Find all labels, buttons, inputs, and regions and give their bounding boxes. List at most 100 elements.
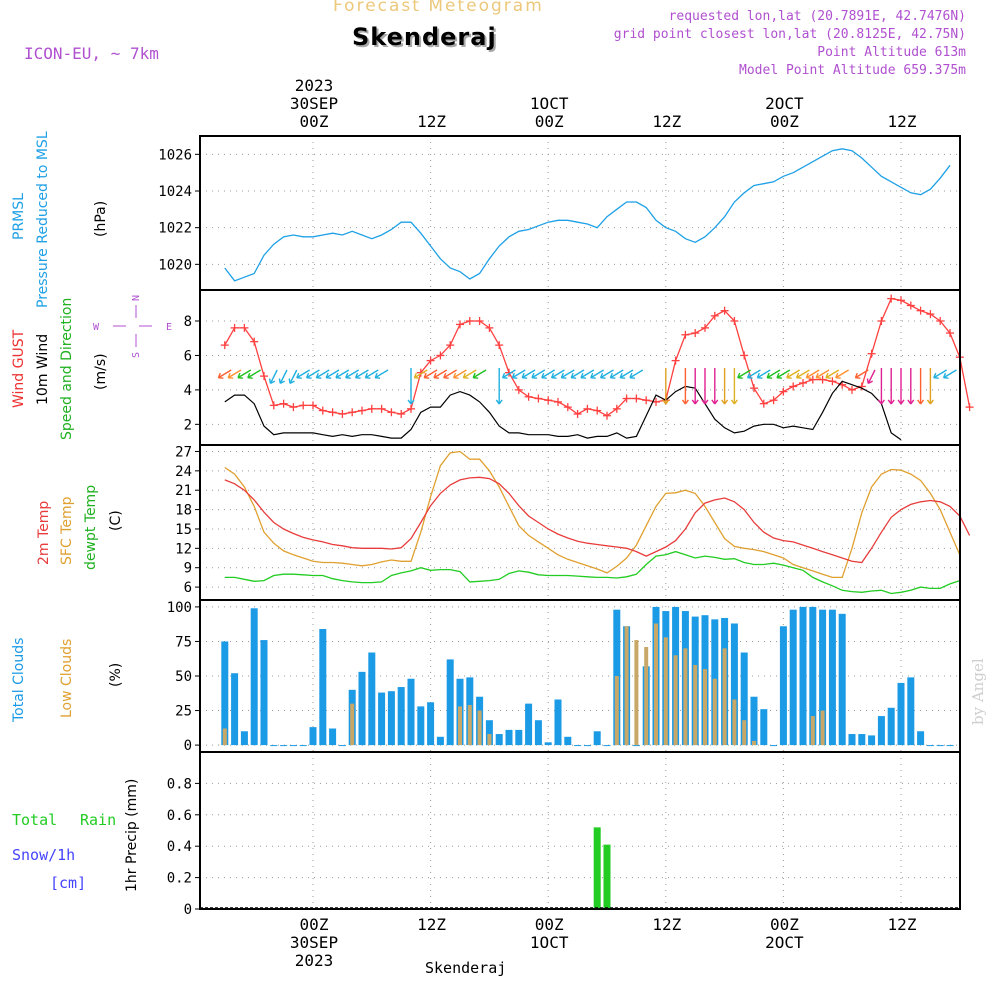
total-cloud-bar bbox=[329, 728, 337, 746]
wind-arrow bbox=[512, 369, 526, 379]
wind-arrow-head bbox=[825, 372, 832, 379]
cloud-label-low: Low Clouds bbox=[59, 639, 75, 718]
total-cloud-bar bbox=[231, 673, 239, 746]
y-tick-label: 1026 bbox=[158, 147, 192, 163]
wind-arrow bbox=[757, 369, 771, 379]
wind-arrow-head bbox=[629, 372, 636, 379]
wind-arrow-head bbox=[580, 372, 587, 379]
grid-point: grid point closest lon,lat (20.8125E, 42… bbox=[613, 27, 966, 42]
compass-e: E bbox=[166, 322, 172, 333]
wind-arrow bbox=[561, 369, 575, 379]
total-cloud-bar bbox=[319, 629, 327, 746]
wind-arrow-head bbox=[917, 399, 925, 405]
requested-point: requested lon,lat (20.7891E, 42.7476N) bbox=[668, 9, 966, 24]
wind-arrow-head bbox=[681, 399, 689, 405]
wind-arrow bbox=[269, 369, 278, 384]
low-cloud-bar bbox=[634, 640, 639, 746]
y-tick-label: 0.2 bbox=[167, 871, 192, 887]
wind-arrow bbox=[345, 369, 359, 379]
total-cloud-bar bbox=[485, 720, 493, 746]
total-cloud-bar bbox=[368, 652, 376, 746]
time-label-bottom: 00Z bbox=[535, 915, 564, 934]
wind-arrow-head bbox=[268, 378, 276, 385]
total-cloud-bar bbox=[515, 729, 523, 746]
wind-arrow-head bbox=[701, 399, 709, 405]
wind-arrow-head bbox=[662, 399, 670, 405]
low-cloud-bar bbox=[663, 637, 668, 746]
compass-w: W bbox=[93, 322, 100, 333]
wind-arrow-head bbox=[877, 399, 885, 405]
wind-arrow-head bbox=[942, 372, 949, 379]
low-cloud-bar bbox=[467, 705, 472, 746]
total-cloud-bar bbox=[240, 731, 248, 746]
wind-arrow bbox=[747, 369, 761, 379]
time-label-bottom: 12Z bbox=[888, 915, 917, 934]
wind-arrow-head bbox=[247, 372, 253, 379]
total-cloud-bar bbox=[789, 609, 797, 746]
wind-arrow-head bbox=[335, 372, 342, 379]
y-tick-label: 50 bbox=[175, 669, 192, 685]
wind-arrow-head bbox=[501, 372, 508, 379]
y-tick-label: 4 bbox=[184, 383, 192, 399]
y-tick-label: 9 bbox=[184, 561, 192, 577]
wind-arrow-head bbox=[433, 372, 440, 379]
wind-arrow-head bbox=[887, 399, 895, 405]
wind-arrow bbox=[570, 369, 585, 379]
wind-arrow bbox=[531, 369, 546, 379]
panel-frame-0 bbox=[199, 135, 961, 291]
y-tick-label: 6 bbox=[184, 348, 192, 364]
low-cloud-bar bbox=[742, 720, 747, 746]
time-label-top: 12Z bbox=[888, 112, 917, 131]
wind-arrow-head bbox=[288, 378, 295, 385]
total-cloud-bar bbox=[554, 699, 562, 746]
wind-arrow-head bbox=[570, 372, 577, 379]
wind-arrow-head bbox=[237, 372, 244, 379]
pressure-label-prmsl: PRMSL bbox=[11, 193, 27, 240]
wind-arrow bbox=[600, 369, 614, 379]
y-tick-label: 25 bbox=[175, 704, 192, 720]
wind-arrow bbox=[414, 369, 428, 379]
wind-arrow bbox=[786, 369, 800, 379]
wind-arrow bbox=[835, 369, 849, 379]
total-cloud-bar bbox=[603, 745, 611, 747]
low-cloud-bar bbox=[712, 678, 717, 746]
low-cloud-bar bbox=[222, 728, 227, 746]
total-cloud-bar bbox=[260, 640, 268, 746]
low-cloud-bar bbox=[683, 648, 688, 746]
wind-arrow-head bbox=[590, 372, 596, 379]
wind-arrow-head bbox=[795, 372, 802, 379]
low-cloud-bar bbox=[722, 648, 727, 746]
y-tick-label: 6 bbox=[184, 580, 192, 596]
y-tick-label: 0.8 bbox=[167, 776, 192, 792]
total-cloud-bar bbox=[221, 641, 229, 746]
temp-label-dewpt: dewpt Temp bbox=[83, 485, 99, 570]
total-cloud-bar bbox=[926, 745, 934, 747]
total-cloud-bar bbox=[858, 734, 866, 746]
wind-arrow bbox=[218, 369, 232, 379]
model-label: ICON-EU, ~ 7km bbox=[24, 44, 159, 63]
wind-arrow-head bbox=[531, 372, 538, 379]
time-label-top: 2023 bbox=[295, 76, 334, 95]
wind-arrow bbox=[737, 369, 751, 379]
point-altitude: Point Altitude 613m bbox=[817, 45, 966, 60]
wind-arrow-head bbox=[374, 372, 381, 379]
total-cloud-bar bbox=[436, 736, 444, 746]
wind-arrow-head bbox=[926, 399, 934, 405]
wind-arrow-head bbox=[897, 399, 905, 405]
wind-arrow-head bbox=[766, 372, 773, 379]
rain-bar bbox=[603, 844, 611, 909]
time-label-bottom: 30SEP bbox=[290, 933, 338, 952]
wind-arrow-head bbox=[472, 372, 479, 379]
wind-arrow bbox=[374, 369, 389, 379]
total-cloud-bar bbox=[534, 720, 542, 746]
wind-arrow-head bbox=[737, 372, 743, 379]
t2m-line bbox=[224, 476, 971, 564]
wind-arrow bbox=[766, 369, 781, 379]
wind-arrow bbox=[365, 369, 379, 379]
gust-line bbox=[224, 297, 971, 417]
low-cloud-bar bbox=[752, 740, 756, 746]
y-tick-label: 100 bbox=[167, 600, 192, 616]
total-cloud-bar bbox=[779, 626, 787, 746]
total-cloud-bar bbox=[387, 691, 395, 746]
